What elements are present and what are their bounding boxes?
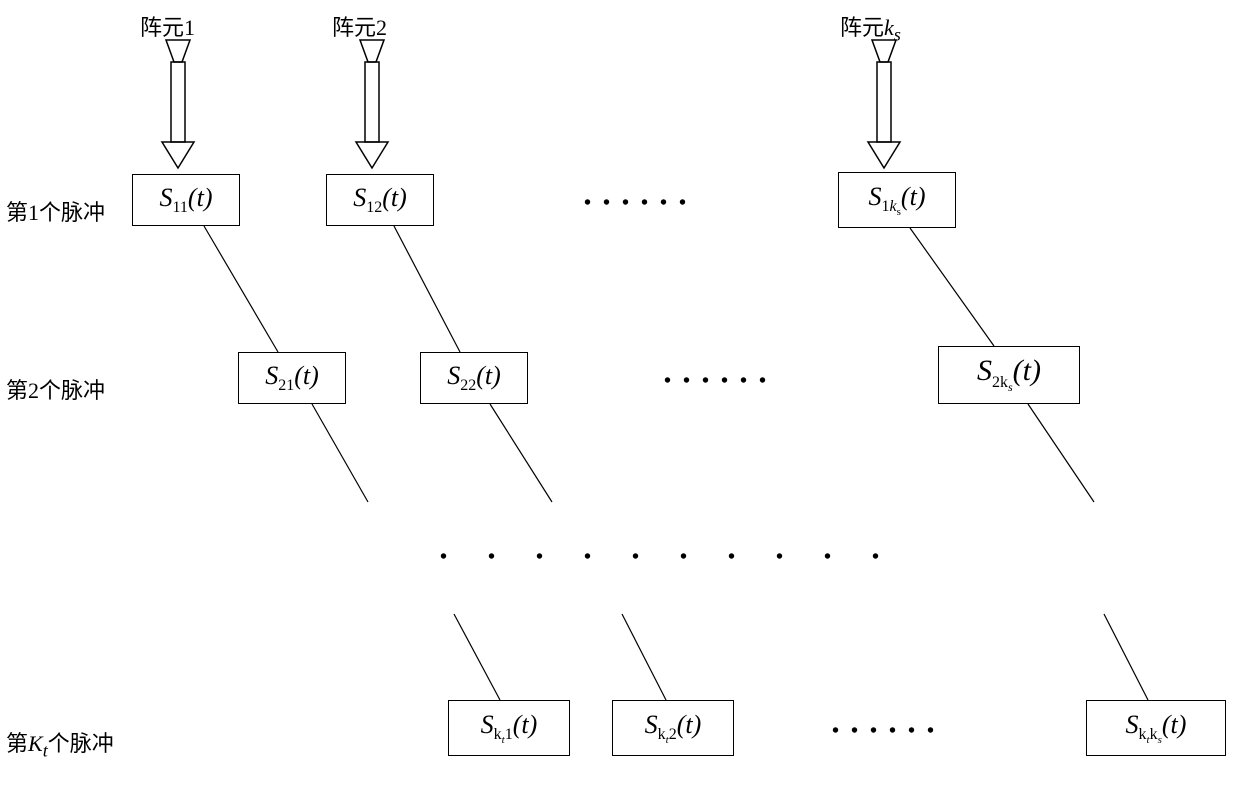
- node-skk-formula: Sktks(t): [1126, 710, 1187, 746]
- node-s1k-formula: S1ks(t): [869, 182, 926, 218]
- node-skk: Sktks(t): [1086, 700, 1226, 756]
- node-s21-formula: S21(t): [265, 361, 319, 395]
- node-s2k: S2ks(t): [938, 346, 1080, 404]
- node-s12-formula: S12(t): [353, 183, 407, 217]
- node-s12: S12(t): [326, 174, 434, 226]
- node-s11: S11(t): [132, 174, 240, 226]
- node-s2k-formula: S2ks(t): [977, 354, 1041, 395]
- node-s22: S22(t): [420, 352, 528, 404]
- node-sk1: Skt1(t): [448, 700, 570, 756]
- node-s22-formula: S22(t): [447, 361, 501, 395]
- node-s1k: S1ks(t): [838, 172, 956, 228]
- node-s21: S21(t): [238, 352, 346, 404]
- node-s11-formula: S11(t): [160, 183, 213, 217]
- dots-middle: • • • • • • • • • •: [440, 546, 897, 569]
- node-sk2: Skt2(t): [612, 700, 734, 756]
- dots-row1: ••••••: [584, 192, 698, 215]
- dots-rowk: ••••••: [832, 720, 946, 743]
- dots-row2: ••••••: [664, 370, 778, 393]
- node-sk1-formula: Skt1(t): [481, 710, 538, 746]
- node-sk2-formula: Skt2(t): [645, 710, 702, 746]
